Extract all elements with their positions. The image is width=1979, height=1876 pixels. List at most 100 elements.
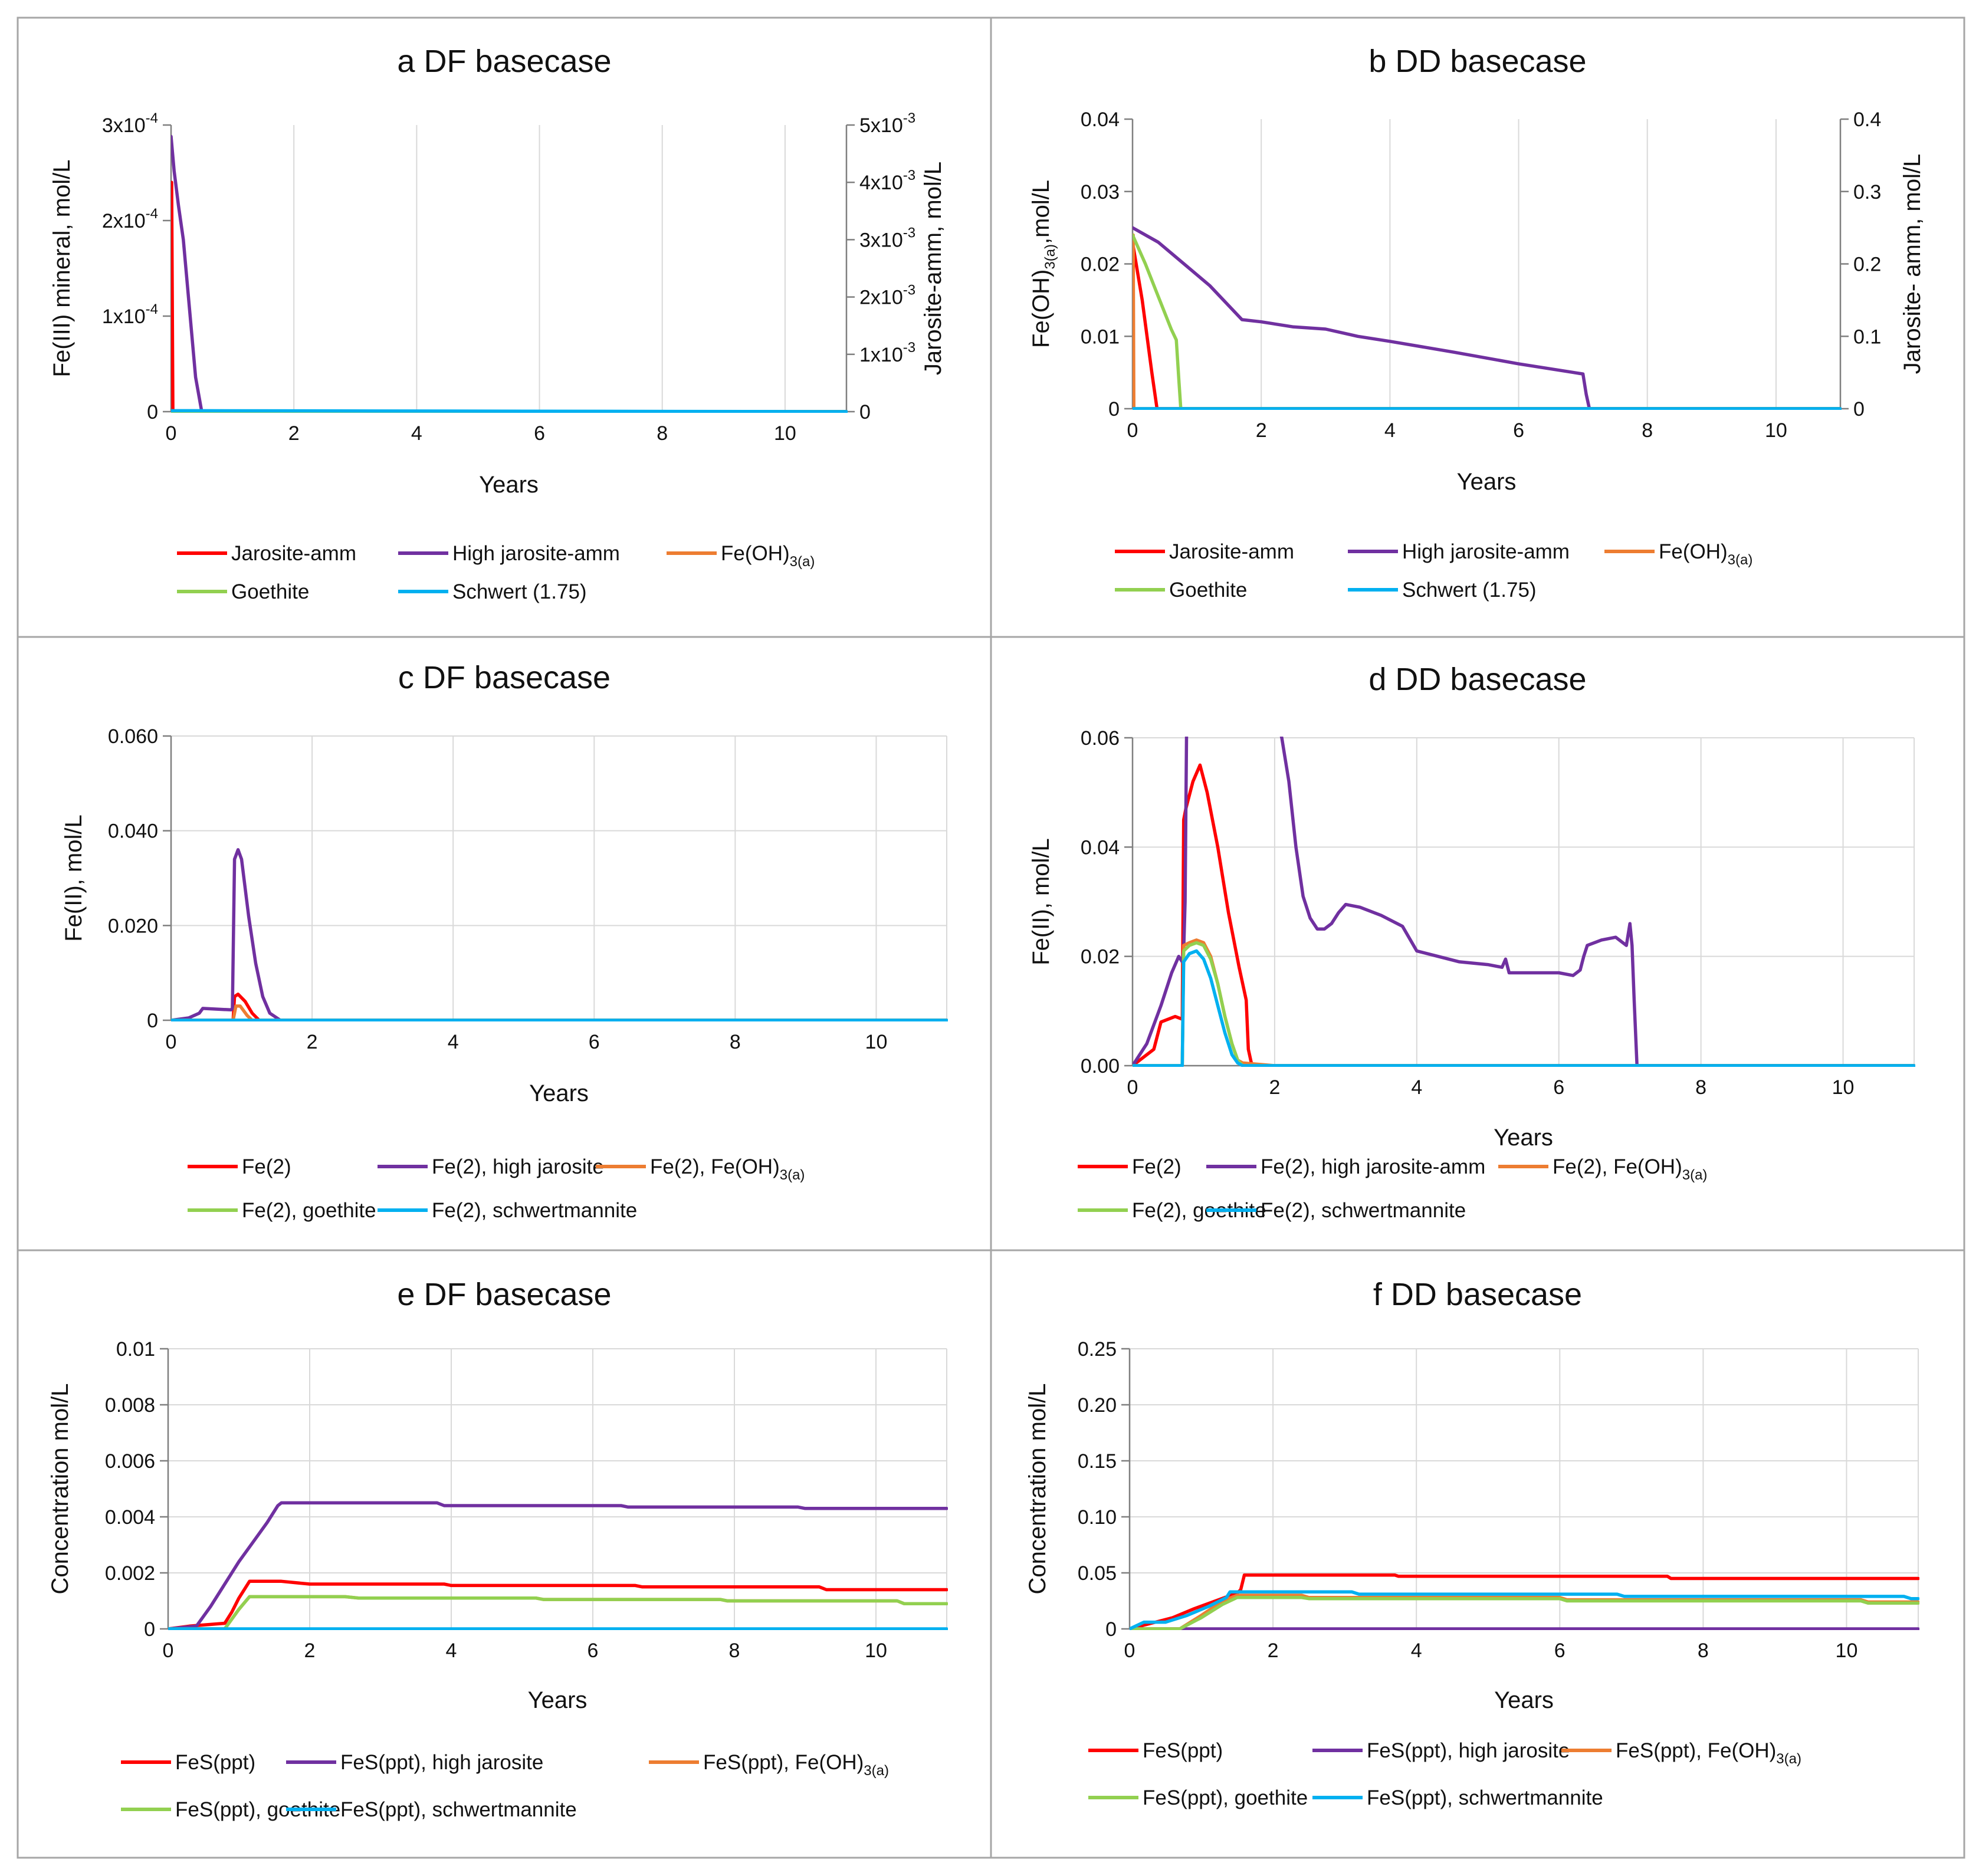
- chart-title: d DD basecase: [1368, 662, 1586, 697]
- panel-a: a DF basecase 0 1x10-4 2x10-4 3x10-4 0 1x10-3 2…: [17, 17, 992, 638]
- x-tick-label: 4: [446, 1640, 457, 1662]
- legend-label: FeS(ppt): [175, 1751, 255, 1774]
- legend-label: Fe(2), Fe(OH)3(a): [650, 1155, 805, 1183]
- gridlines: [1261, 119, 1841, 409]
- chart-title: b DD basecase: [1368, 44, 1586, 79]
- y2-tick-label: 0.1: [1853, 326, 1881, 348]
- x-tick-label: 8: [729, 1640, 740, 1662]
- legend-label: High jarosite-amm: [452, 542, 620, 565]
- y2-tick-label: 4x10-3: [859, 167, 915, 194]
- legend-label: FeS(ppt), goethite: [1143, 1786, 1308, 1809]
- y-tick-label: 0: [147, 1010, 158, 1032]
- y2-tick-label: 0.4: [1853, 109, 1881, 131]
- x-axis-label: Years: [529, 1080, 589, 1106]
- chart-title: a DF basecase: [397, 44, 611, 79]
- y-tick-label: 1x10-4: [102, 301, 158, 328]
- series-line-s0: [171, 993, 948, 1021]
- x-tick-label: 2: [1269, 1076, 1280, 1099]
- panel-e: e DF basecase 0 0.002 0.004 0.006 0.008 0.01 0 2…: [17, 1249, 992, 1859]
- series-line-s1: [168, 1501, 948, 1630]
- y-tick-label: 0.060: [108, 725, 158, 748]
- legend-label: Fe(2), high jarosite: [432, 1155, 604, 1178]
- y2-tick-label: 0.3: [1853, 181, 1881, 203]
- y-tick-label: 0: [1108, 398, 1120, 420]
- x-tick-label: 6: [588, 1640, 599, 1662]
- legend-label: Fe(2), high jarosite-amm: [1261, 1155, 1485, 1178]
- x-tick-label: 4: [1411, 1076, 1422, 1099]
- legend-label: Fe(2), goethite: [242, 1199, 376, 1222]
- x-tick-label: 8: [1642, 419, 1653, 442]
- y2-axis-label: Jarosite- amm, mol/L: [1899, 154, 1925, 374]
- y2-tick-label: 1x10-3: [859, 340, 915, 366]
- series-line-s2: [1133, 233, 1842, 410]
- gridlines: [1130, 1348, 1919, 1629]
- x-tick-label: 0: [1127, 419, 1138, 442]
- legend-label: Fe(2), schwertmannite: [1261, 1199, 1466, 1222]
- panel-d: d DD basecase 0.00 0.02 0.04 0.06 0 2 4 6 8 10 Year…: [990, 636, 1965, 1251]
- y-axis-label: Concentration mol/L: [47, 1384, 73, 1595]
- y-tick-label: 0.020: [108, 915, 158, 937]
- panel-f: f DD basecase 0 0.05 0.10 0.15 0.20 0.25 0 2 4 6 8 1…: [990, 1249, 1965, 1859]
- y-tick-label: 0.040: [108, 820, 158, 843]
- y2-tick-label: 3x10-3: [859, 225, 915, 251]
- y-tick-label: 0.004: [105, 1506, 155, 1529]
- y-tick-label: 0.05: [1078, 1562, 1117, 1585]
- series-line-s3: [1130, 1596, 1919, 1630]
- x-tick-label: 4: [1411, 1640, 1422, 1662]
- series-line-s0: [1133, 763, 1915, 1067]
- y-tick-label: 0.006: [105, 1450, 155, 1473]
- y2-tick-label: 0.2: [1853, 254, 1881, 276]
- x-tick-label: 8: [730, 1031, 741, 1053]
- y2-tick-label: 2x10-3: [859, 282, 915, 309]
- x-tick-label: 10: [774, 422, 796, 445]
- y-tick-label: 0.01: [116, 1338, 155, 1361]
- legend-label: Schwert (1.75): [452, 580, 587, 603]
- y-tick-label: 0.06: [1081, 727, 1120, 750]
- gridlines: [293, 125, 847, 412]
- y-tick-label: 2x10-4: [102, 206, 158, 232]
- y-tick-label: 0.04: [1081, 109, 1120, 131]
- y-axis-label: Fe(II), mol/L: [61, 814, 87, 942]
- legend: FeS(ppt) FeS(ppt), high jarosite FeS(ppt),…: [121, 1751, 889, 1821]
- y-tick-label: 0.03: [1081, 181, 1120, 203]
- y-axis-label: Fe(III) mineral, mol/L: [49, 160, 75, 377]
- series-group: [168, 1501, 948, 1630]
- series-line-s0: [171, 180, 848, 413]
- x-tick-label: 0: [163, 1640, 174, 1662]
- legend-label: Fe(OH)3(a): [721, 542, 815, 570]
- series-line-s2: [171, 1004, 948, 1021]
- series-line-s4: [1130, 1590, 1919, 1630]
- legend-label: Jarosite-amm: [1169, 540, 1294, 563]
- legend-label: FeS(ppt), schwertmannite: [1367, 1786, 1603, 1809]
- x-axis-label: Years: [1457, 469, 1517, 495]
- y-tick-label: 0.008: [105, 1394, 155, 1417]
- legend: Fe(2) Fe(2), high jarosite Fe(2), Fe(OH)3(…: [188, 1155, 805, 1222]
- y-tick-label: 0: [147, 401, 158, 423]
- series-line-s0: [168, 1579, 948, 1630]
- legend-label: Schwert (1.75): [1402, 579, 1537, 602]
- legend-label: Fe(2): [1132, 1155, 1182, 1178]
- x-tick-label: 8: [1695, 1076, 1706, 1099]
- series-line-s4: [171, 409, 848, 413]
- series-group: [171, 134, 848, 413]
- x-tick-label: 10: [1832, 1076, 1855, 1099]
- legend-label: Fe(2), Fe(OH)3(a): [1553, 1155, 1707, 1183]
- x-tick-label: 8: [657, 422, 668, 445]
- series-group: [1133, 226, 1842, 410]
- y-tick-label: 0.15: [1078, 1450, 1117, 1473]
- y2-tick-label: 0: [1853, 398, 1865, 420]
- series-group: [1133, 737, 1915, 1067]
- x-tick-label: 2: [1256, 419, 1267, 442]
- y2-tick-label: 0: [859, 401, 871, 423]
- y-axis-label: Concentration mol/L: [1025, 1384, 1051, 1595]
- legend-label: Goethite: [1169, 579, 1247, 602]
- x-tick-label: 2: [1268, 1640, 1279, 1662]
- x-tick-label: 4: [411, 422, 422, 445]
- legend-label: Jarosite-amm: [231, 542, 356, 565]
- x-tick-label: 0: [1124, 1640, 1135, 1662]
- x-tick-label: 4: [1384, 419, 1396, 442]
- legend-label: Fe(OH)3(a): [1659, 540, 1752, 568]
- x-tick-label: 8: [1698, 1640, 1709, 1662]
- legend-label: Fe(2): [242, 1155, 291, 1178]
- y2-tick-label: 5x10-3: [859, 110, 915, 137]
